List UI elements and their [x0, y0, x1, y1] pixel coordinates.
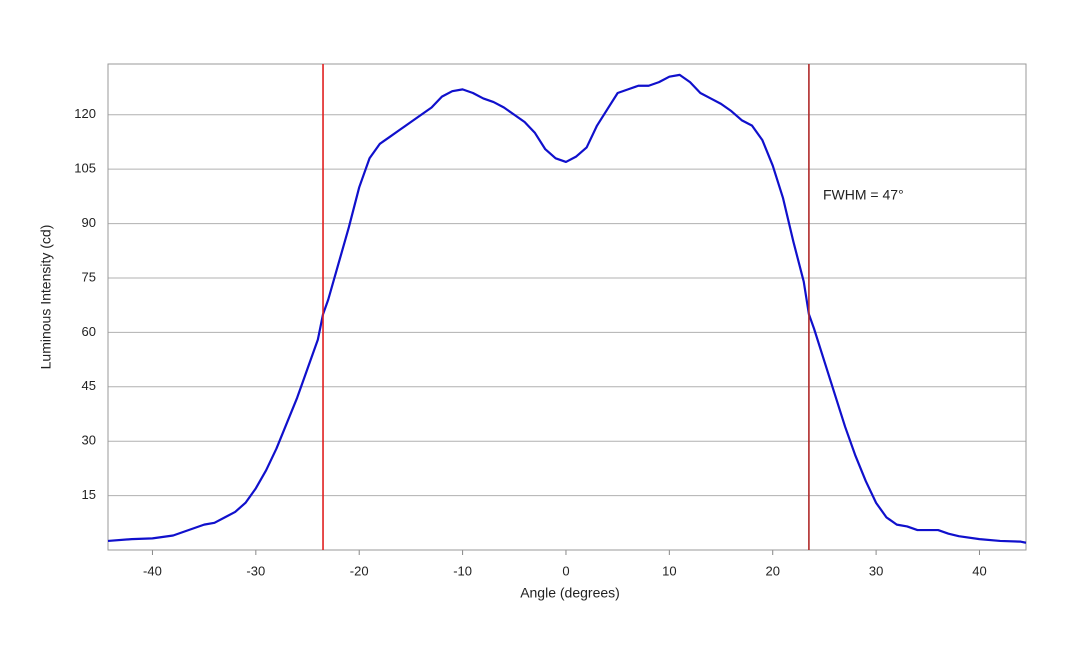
annotation: FWHM = 47° — [823, 187, 904, 203]
x-tick-label: 30 — [869, 563, 883, 578]
y-tick-label: 45 — [82, 378, 96, 393]
y-tick-label: 120 — [74, 106, 96, 121]
x-tick-label: 0 — [562, 563, 569, 578]
x-tick-label: -10 — [453, 563, 472, 578]
x-axis-label: Angle (degrees) — [520, 585, 620, 601]
y-tick-label: 60 — [82, 324, 96, 339]
y-tick-label: 90 — [82, 215, 96, 230]
x-tick-label: 40 — [972, 563, 986, 578]
y-tick-label: 105 — [74, 161, 96, 176]
x-tick-label: -40 — [143, 563, 162, 578]
plot-frame — [107, 63, 1027, 551]
line — [107, 73, 1027, 544]
x-tick-label: 20 — [765, 563, 779, 578]
x-tick-label: 10 — [662, 563, 676, 578]
x-tick-label: -30 — [246, 563, 265, 578]
y-tick-label: 15 — [82, 487, 96, 502]
x-tick-label: -20 — [350, 563, 369, 578]
y-axis-label: Luminous Intensity (cd) — [38, 225, 54, 370]
y-tick-label: 75 — [82, 269, 96, 284]
y-tick-label: 30 — [82, 433, 96, 448]
